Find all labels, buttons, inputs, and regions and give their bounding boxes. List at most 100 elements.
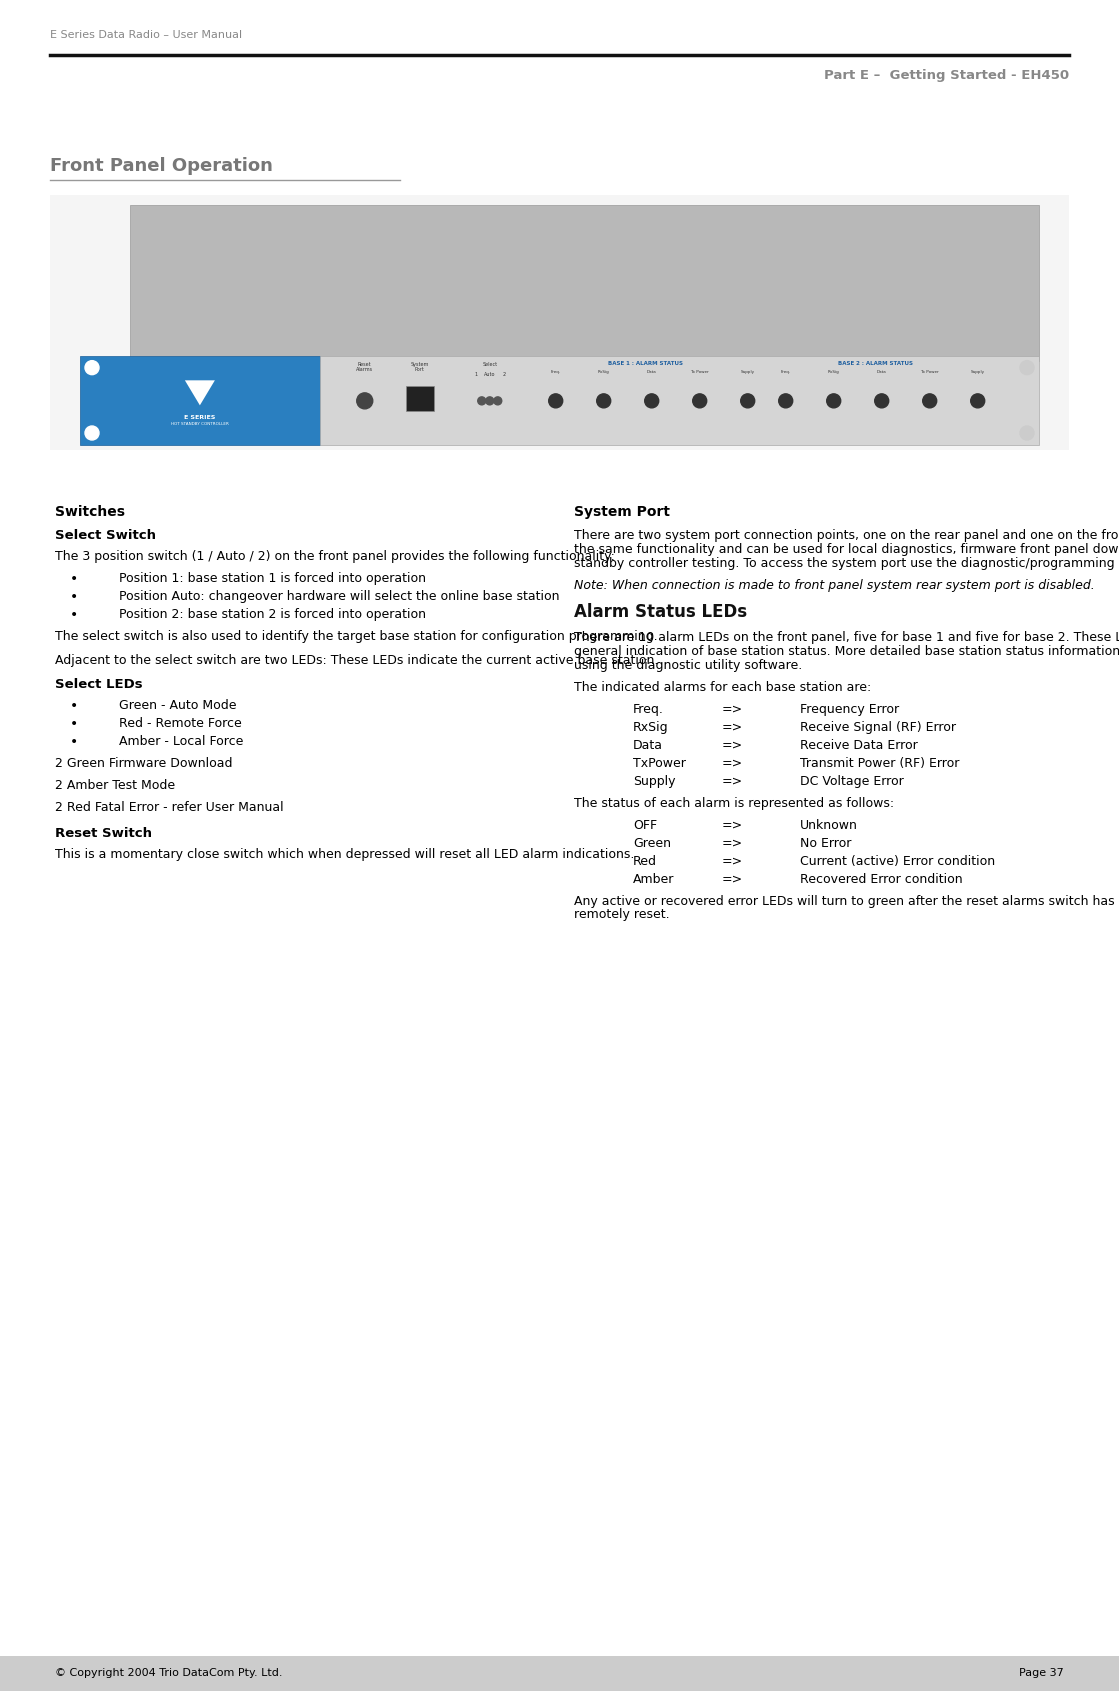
Text: 2: 2 bbox=[502, 372, 506, 377]
Text: RxSig: RxSig bbox=[828, 370, 839, 374]
Text: Page 37: Page 37 bbox=[1019, 1669, 1064, 1679]
Text: Recovered Error condition: Recovered Error condition bbox=[800, 873, 962, 886]
Text: standby controller testing. To access the system port use the diagnostic/program: standby controller testing. To access th… bbox=[574, 556, 1119, 570]
Bar bbox=[320, 355, 1040, 445]
Circle shape bbox=[923, 394, 937, 408]
Text: System
Port: System Port bbox=[411, 362, 429, 372]
Text: This is a momentary close switch which when depressed will reset all LED alarm i: This is a momentary close switch which w… bbox=[55, 847, 634, 861]
Text: Supply: Supply bbox=[970, 370, 985, 374]
Text: =>: => bbox=[722, 837, 743, 849]
Text: Front Panel Operation: Front Panel Operation bbox=[50, 157, 273, 174]
Text: •: • bbox=[69, 717, 78, 731]
Text: remotely reset.: remotely reset. bbox=[574, 908, 670, 922]
Text: Select: Select bbox=[482, 362, 497, 367]
Text: Reset Switch: Reset Switch bbox=[55, 827, 152, 840]
Text: =>: => bbox=[722, 720, 743, 734]
Text: Green: Green bbox=[633, 837, 671, 849]
Text: OFF: OFF bbox=[633, 818, 657, 832]
Text: Amber: Amber bbox=[633, 873, 675, 886]
Text: E SERIES: E SERIES bbox=[185, 416, 216, 421]
Text: Tx Power: Tx Power bbox=[690, 370, 709, 374]
Text: Any active or recovered error LEDs will turn to green after the reset alarms swi: Any active or recovered error LEDs will … bbox=[574, 895, 1119, 908]
Circle shape bbox=[548, 394, 563, 408]
Text: general indication of base station status. More detailed base station status inf: general indication of base station statu… bbox=[574, 646, 1119, 658]
Text: 2 Amber Test Mode: 2 Amber Test Mode bbox=[55, 780, 176, 791]
Text: System Port: System Port bbox=[574, 506, 670, 519]
Text: Supply: Supply bbox=[633, 774, 676, 788]
Circle shape bbox=[779, 394, 792, 408]
Text: Tx Power: Tx Power bbox=[920, 370, 939, 374]
Text: 2 Red Fatal Error - refer User Manual: 2 Red Fatal Error - refer User Manual bbox=[55, 802, 283, 813]
Bar bbox=[0, 1655, 1119, 1691]
Text: 1: 1 bbox=[474, 372, 478, 377]
Text: =>: => bbox=[722, 854, 743, 867]
Circle shape bbox=[478, 397, 486, 404]
Text: Switches: Switches bbox=[55, 506, 125, 519]
Text: Reset
Alarms: Reset Alarms bbox=[356, 362, 374, 372]
Text: © Copyright 2004 Trio DataCom Pty. Ltd.: © Copyright 2004 Trio DataCom Pty. Ltd. bbox=[55, 1669, 282, 1679]
Text: There are 10 alarm LEDs on the front panel, five for base 1 and five for base 2.: There are 10 alarm LEDs on the front pan… bbox=[574, 631, 1119, 644]
Bar bbox=[406, 386, 434, 411]
Text: Part E –  Getting Started - EH450: Part E – Getting Started - EH450 bbox=[824, 69, 1069, 81]
Text: DC Voltage Error: DC Voltage Error bbox=[800, 774, 903, 788]
Text: Transmit Power (RF) Error: Transmit Power (RF) Error bbox=[800, 758, 959, 769]
Text: HOT STANDBY CONTROLLER: HOT STANDBY CONTROLLER bbox=[171, 423, 228, 426]
Text: Amber - Local Force: Amber - Local Force bbox=[119, 736, 243, 747]
Text: E Series Data Radio – User Manual: E Series Data Radio – User Manual bbox=[50, 30, 242, 41]
Circle shape bbox=[493, 397, 501, 404]
Text: Supply: Supply bbox=[741, 370, 755, 374]
Text: Position 2: base station 2 is forced into operation: Position 2: base station 2 is forced int… bbox=[119, 609, 425, 621]
Circle shape bbox=[645, 394, 659, 408]
Bar bbox=[50, 194, 1069, 450]
Text: RxSig: RxSig bbox=[633, 720, 669, 734]
Text: Select LEDs: Select LEDs bbox=[55, 678, 142, 692]
Text: Freq.: Freq. bbox=[781, 370, 791, 374]
Text: Frequency Error: Frequency Error bbox=[800, 703, 899, 715]
Text: Auto: Auto bbox=[485, 372, 496, 377]
Text: =>: => bbox=[722, 818, 743, 832]
Circle shape bbox=[1021, 426, 1034, 440]
Text: BASE 1 : ALARM STATUS: BASE 1 : ALARM STATUS bbox=[609, 360, 684, 365]
Text: •: • bbox=[69, 572, 78, 587]
Text: •: • bbox=[69, 590, 78, 604]
Text: Receive Signal (RF) Error: Receive Signal (RF) Error bbox=[800, 720, 956, 734]
Text: =>: => bbox=[722, 739, 743, 752]
Text: Current (active) Error condition: Current (active) Error condition bbox=[800, 854, 995, 867]
Text: There are two system port connection points, one on the rear panel and one on th: There are two system port connection poi… bbox=[574, 529, 1119, 543]
Text: Data: Data bbox=[647, 370, 657, 374]
Text: Red - Remote Force: Red - Remote Force bbox=[119, 717, 242, 731]
Circle shape bbox=[970, 394, 985, 408]
Bar bbox=[79, 355, 320, 445]
Text: Adjacent to the select switch are two LEDs: These LEDs indicate the current acti: Adjacent to the select switch are two LE… bbox=[55, 654, 658, 666]
Circle shape bbox=[486, 397, 493, 404]
Text: Position Auto: changeover hardware will select the online base station: Position Auto: changeover hardware will … bbox=[119, 590, 560, 604]
Text: The indicated alarms for each base station are:: The indicated alarms for each base stati… bbox=[574, 681, 872, 693]
Circle shape bbox=[875, 394, 888, 408]
Text: •: • bbox=[69, 609, 78, 622]
Text: using the diagnostic utility software.: using the diagnostic utility software. bbox=[574, 659, 802, 671]
Text: the same functionality and can be used for local diagnostics, firmware front pan: the same functionality and can be used f… bbox=[574, 543, 1119, 556]
Text: Freq.: Freq. bbox=[633, 703, 664, 715]
Circle shape bbox=[85, 360, 98, 375]
Text: =>: => bbox=[722, 703, 743, 715]
Text: Select Switch: Select Switch bbox=[55, 529, 156, 543]
Text: Unknown: Unknown bbox=[800, 818, 857, 832]
Text: Data: Data bbox=[633, 739, 664, 752]
Circle shape bbox=[85, 426, 98, 440]
Text: Green - Auto Mode: Green - Auto Mode bbox=[119, 698, 236, 712]
Polygon shape bbox=[185, 380, 215, 406]
Text: TxPower: TxPower bbox=[633, 758, 686, 769]
Circle shape bbox=[596, 394, 611, 408]
Polygon shape bbox=[130, 205, 1040, 360]
Circle shape bbox=[827, 394, 840, 408]
Text: •: • bbox=[69, 736, 78, 749]
Text: Data: Data bbox=[877, 370, 886, 374]
Text: RxSig: RxSig bbox=[598, 370, 610, 374]
Text: No Error: No Error bbox=[800, 837, 852, 849]
Circle shape bbox=[1021, 360, 1034, 375]
Text: Position 1: base station 1 is forced into operation: Position 1: base station 1 is forced int… bbox=[119, 572, 425, 585]
Text: BASE 2 : ALARM STATUS: BASE 2 : ALARM STATUS bbox=[838, 360, 913, 365]
Text: The 3 position switch (1 / Auto / 2) on the front panel provides the following f: The 3 position switch (1 / Auto / 2) on … bbox=[55, 550, 614, 563]
Text: Note: When connection is made to front panel system rear system port is disabled: Note: When connection is made to front p… bbox=[574, 578, 1096, 592]
Circle shape bbox=[357, 392, 373, 409]
